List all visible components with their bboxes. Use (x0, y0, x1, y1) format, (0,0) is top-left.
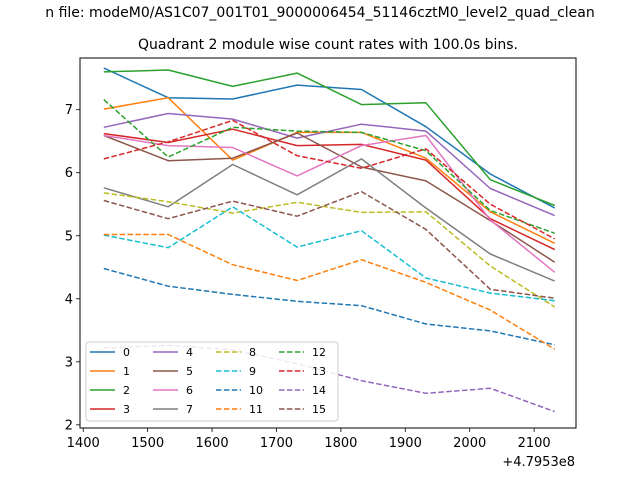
series-line-13 (103, 119, 556, 240)
y-tick-label-3: 3 (65, 355, 73, 370)
legend-label-12: 12 (312, 346, 326, 359)
x-tick-label-1900: 1900 (389, 436, 422, 451)
series-line-5 (103, 132, 556, 263)
series-line-9 (103, 206, 555, 302)
legend-label-14: 14 (312, 384, 326, 397)
legend-label-6: 6 (186, 384, 193, 397)
x-tick-label-1800: 1800 (324, 436, 357, 451)
x-tick-label-2100: 2100 (518, 436, 551, 451)
plot-frame (79, 57, 577, 429)
legend-label-3: 3 (123, 403, 130, 416)
series-line-3 (103, 128, 556, 251)
x-offset-label: +4.7953e8 (502, 455, 575, 470)
series-layer (103, 67, 556, 413)
y-tick-label-7: 7 (65, 103, 73, 118)
legend-label-11: 11 (249, 403, 263, 416)
legend-label-4: 4 (186, 346, 193, 359)
legend-label-8: 8 (249, 346, 256, 359)
series-line-11 (103, 233, 556, 350)
y-axis: 2 3 4 5 6 7 (65, 103, 80, 433)
x-tick-label-1500: 1500 (131, 436, 164, 451)
legend-label-0: 0 (123, 346, 130, 359)
chart-title: Quadrant 2 module wise count rates with … (138, 37, 518, 53)
x-axis: 1400 1500 1600 1700 1800 1900 2000 2100 (67, 428, 551, 451)
series-line-8 (103, 192, 556, 308)
y-tick-label-2: 2 (65, 418, 73, 433)
legend-box (85, 341, 339, 422)
series-line-12 (103, 99, 555, 234)
x-tick-label-1600: 1600 (196, 436, 229, 451)
series-line-7 (103, 158, 555, 282)
series-line-15 (103, 190, 555, 299)
chart-suptitle: n file: modeM0/AS1C07_001T01_9000006454_… (45, 5, 594, 21)
series-line-6 (103, 134, 556, 273)
legend-label-9: 9 (249, 365, 256, 378)
x-tick-label-1700: 1700 (260, 436, 293, 451)
legend-label-2: 2 (123, 384, 130, 397)
legend-label-10: 10 (249, 384, 263, 397)
legend-label-5: 5 (186, 365, 193, 378)
y-tick-label-4: 4 (65, 292, 73, 307)
legend-label-1: 1 (123, 365, 130, 378)
series-line-2 (103, 69, 555, 207)
legend-label-15: 15 (312, 403, 326, 416)
legend-label-7: 7 (186, 403, 193, 416)
x-tick-label-1400: 1400 (67, 436, 100, 451)
x-tick-label-2000: 2000 (453, 436, 486, 451)
legend-label-13: 13 (312, 365, 326, 378)
series-line-10 (103, 267, 555, 346)
y-tick-label-6: 6 (65, 166, 73, 181)
y-tick-label-5: 5 (65, 229, 73, 244)
